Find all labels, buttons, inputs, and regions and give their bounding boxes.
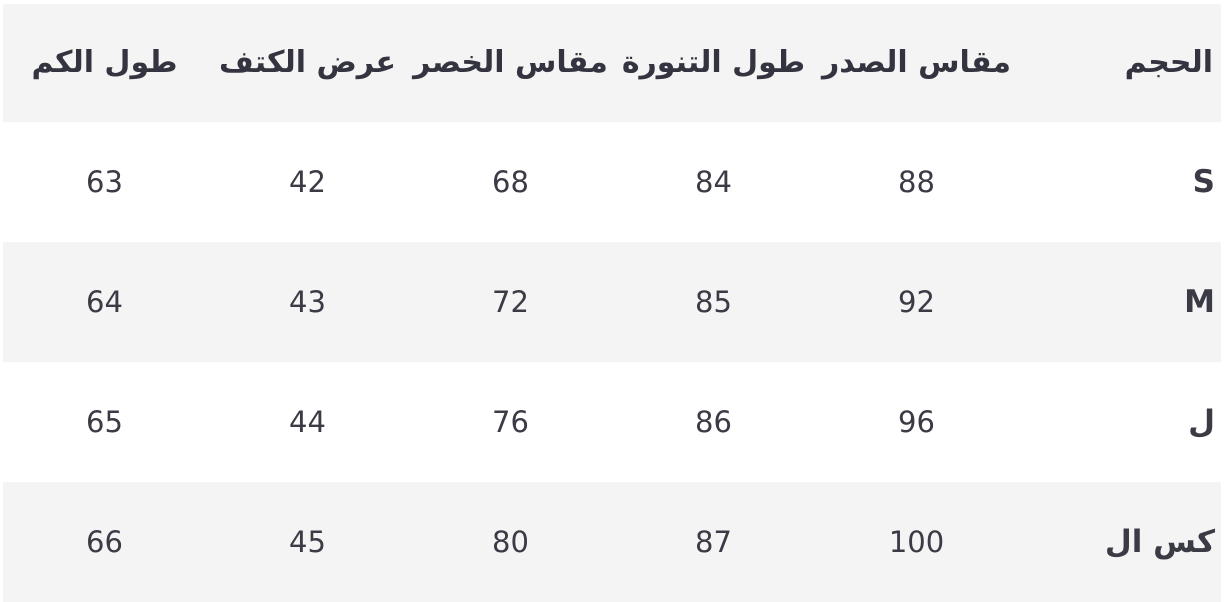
value-cell: 88 [898, 165, 935, 199]
value-cell: 87 [695, 525, 732, 559]
value-cell: 84 [695, 165, 732, 199]
value-cell: 85 [695, 285, 732, 319]
header-size: الحجم [1124, 45, 1213, 80]
value-cell: 80 [492, 525, 529, 559]
size-cell: كس ال [1104, 524, 1215, 560]
value-cell: 68 [492, 165, 529, 199]
value-cell: 63 [86, 165, 123, 199]
size-cell: S [1192, 164, 1215, 200]
header-shoulder: عرض الكتف [219, 45, 396, 80]
header-skirt-length: طول التنورة [621, 45, 806, 80]
table-row: M 92 85 72 43 64 [3, 242, 1221, 362]
value-cell: 64 [86, 285, 123, 319]
size-cell: M [1184, 284, 1215, 320]
header-waist: مقاس الخصر [413, 45, 608, 80]
size-cell: ل [1188, 404, 1215, 440]
value-cell: 66 [86, 525, 123, 559]
table-row: ل 96 86 76 44 65 [3, 362, 1221, 482]
value-cell: 96 [898, 405, 935, 439]
value-cell: 72 [492, 285, 529, 319]
value-cell: 43 [289, 285, 326, 319]
value-cell: 42 [289, 165, 326, 199]
value-cell: 44 [289, 405, 326, 439]
size-chart-table: الحجم مقاس الصدر طول التنورة مقاس الخصر … [3, 4, 1221, 602]
header-chest: مقاس الصدر [822, 45, 1011, 80]
value-cell: 45 [289, 525, 326, 559]
value-cell: 76 [492, 405, 529, 439]
value-cell: 86 [695, 405, 732, 439]
value-cell: 100 [888, 525, 945, 559]
value-cell: 65 [86, 405, 123, 439]
value-cell: 92 [898, 285, 935, 319]
table-row: S 88 84 68 42 63 [3, 122, 1221, 242]
table-row: كس ال 100 87 80 45 66 [3, 482, 1221, 602]
header-row: الحجم مقاس الصدر طول التنورة مقاس الخصر … [3, 4, 1221, 122]
header-sleeve: طول الكم [31, 45, 178, 80]
